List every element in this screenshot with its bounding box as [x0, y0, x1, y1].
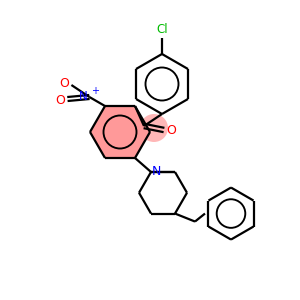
Text: O: O: [56, 94, 65, 106]
Text: N: N: [152, 166, 161, 178]
Text: N: N: [79, 89, 87, 103]
Text: Cl: Cl: [156, 23, 168, 36]
Circle shape: [140, 114, 168, 142]
Text: O: O: [166, 124, 176, 136]
Polygon shape: [90, 106, 150, 158]
Text: +: +: [92, 86, 99, 96]
Text: O: O: [59, 76, 69, 89]
